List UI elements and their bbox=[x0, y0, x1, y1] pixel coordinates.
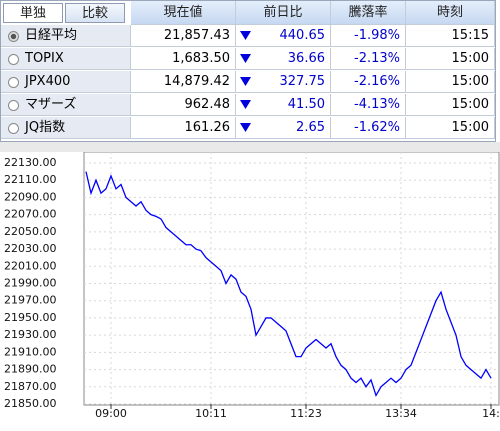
y-tick-label: 21890.00 bbox=[4, 363, 57, 376]
down-arrow bbox=[240, 31, 251, 40]
y-tick-label: 21970.00 bbox=[4, 294, 57, 307]
y-tick-label: 21930.00 bbox=[4, 328, 57, 341]
y-tick-label: 21990.00 bbox=[4, 277, 57, 290]
column-header: 現在値 bbox=[131, 1, 236, 25]
table-row: TOPIX 1,683.50 36.66 -2.13% 15:00 bbox=[1, 48, 495, 71]
tab[interactable]: 単独 bbox=[3, 3, 63, 23]
separator bbox=[0, 142, 500, 152]
chart: 22130.00 22110.00 22090.00 22070.00 22050.00… bbox=[4, 152, 500, 420]
rate: -1.62% bbox=[331, 117, 406, 139]
header-row: 単独 比較 現在値 前日比 騰落率 時刻 bbox=[1, 1, 495, 25]
x-tick-label: 09:00 bbox=[95, 407, 127, 420]
name-cell: マザーズ bbox=[1, 94, 131, 116]
price-line bbox=[85, 171, 492, 397]
time: 15:00 bbox=[406, 71, 495, 93]
down-arrow-shape bbox=[240, 123, 251, 132]
quote-table: 単独 比較 現在値 前日比 騰落率 時刻 日経平均 21,857.43 440.65 -1.98%… bbox=[0, 0, 496, 142]
x-tick-label: 14: bbox=[482, 407, 500, 420]
table-row: JQ指数 161.26 2.65 -1.62% 15:00 bbox=[1, 117, 495, 140]
y-tick-label: 21950.00 bbox=[4, 311, 57, 324]
name-cell: TOPIX bbox=[1, 48, 131, 70]
y-tick-label: 22090.00 bbox=[4, 190, 57, 203]
change: 440.65 bbox=[236, 25, 331, 47]
down-arrow bbox=[240, 123, 251, 132]
y-tick-label: 21910.00 bbox=[4, 345, 57, 358]
radio-button[interactable] bbox=[8, 54, 19, 65]
change: 2.65 bbox=[236, 117, 331, 139]
table-row: マザーズ 962.48 41.50 -4.13% 15:00 bbox=[1, 94, 495, 117]
rate: -4.13% bbox=[331, 94, 406, 116]
rate: -2.16% bbox=[331, 71, 406, 93]
radio-button[interactable] bbox=[8, 31, 19, 42]
down-arrow bbox=[240, 100, 251, 109]
time: 15:15 bbox=[406, 25, 495, 47]
y-tick-label: 22050.00 bbox=[4, 225, 57, 238]
y-tick-label: 21870.00 bbox=[4, 380, 57, 393]
price: 161.26 bbox=[131, 117, 236, 139]
x-tick-label: 10:11 bbox=[195, 407, 227, 420]
time: 15:00 bbox=[406, 48, 495, 70]
y-tick-label: 22130.00 bbox=[4, 156, 57, 169]
rate: -2.13% bbox=[331, 48, 406, 70]
down-arrow-shape bbox=[240, 100, 251, 109]
plot-area bbox=[83, 152, 500, 406]
change: 36.66 bbox=[236, 48, 331, 70]
x-tick-label: 13:34 bbox=[385, 407, 417, 420]
down-arrow bbox=[240, 77, 251, 86]
price: 21,857.43 bbox=[131, 25, 236, 47]
table-row: JPX400 14,879.42 327.75 -2.16% 15:00 bbox=[1, 71, 495, 94]
time: 15:00 bbox=[406, 94, 495, 116]
price: 1,683.50 bbox=[131, 48, 236, 70]
y-tick-label: 22110.00 bbox=[4, 173, 57, 186]
tab[interactable]: 比較 bbox=[65, 3, 125, 23]
y-tick-label: 21850.00 bbox=[4, 397, 57, 410]
column-header: 前日比 bbox=[236, 1, 331, 25]
down-arrow-shape bbox=[240, 31, 251, 40]
price: 962.48 bbox=[131, 94, 236, 116]
name-cell: 日経平均 bbox=[1, 25, 131, 47]
column-header: 騰落率 bbox=[331, 1, 406, 25]
price: 14,879.42 bbox=[131, 71, 236, 93]
y-tick-label: 22010.00 bbox=[4, 259, 57, 272]
radio-button[interactable] bbox=[8, 77, 19, 88]
radio-button[interactable] bbox=[8, 100, 19, 111]
down-arrow-shape bbox=[240, 54, 251, 63]
x-tick-label: 11:23 bbox=[290, 407, 322, 420]
y-tick-label: 22030.00 bbox=[4, 242, 57, 255]
rate: -1.98% bbox=[331, 25, 406, 47]
time: 15:00 bbox=[406, 117, 495, 139]
name-cell: JQ指数 bbox=[1, 117, 131, 139]
change: 41.50 bbox=[236, 94, 331, 116]
radio-button[interactable] bbox=[8, 123, 19, 134]
down-arrow bbox=[240, 54, 251, 63]
table-row: 日経平均 21,857.43 440.65 -1.98% 15:15 bbox=[1, 25, 495, 48]
y-tick-label: 22070.00 bbox=[4, 208, 57, 221]
column-header: 時刻 bbox=[406, 1, 495, 25]
down-arrow-shape bbox=[240, 77, 251, 86]
change: 327.75 bbox=[236, 71, 331, 93]
name-cell: JPX400 bbox=[1, 71, 131, 93]
